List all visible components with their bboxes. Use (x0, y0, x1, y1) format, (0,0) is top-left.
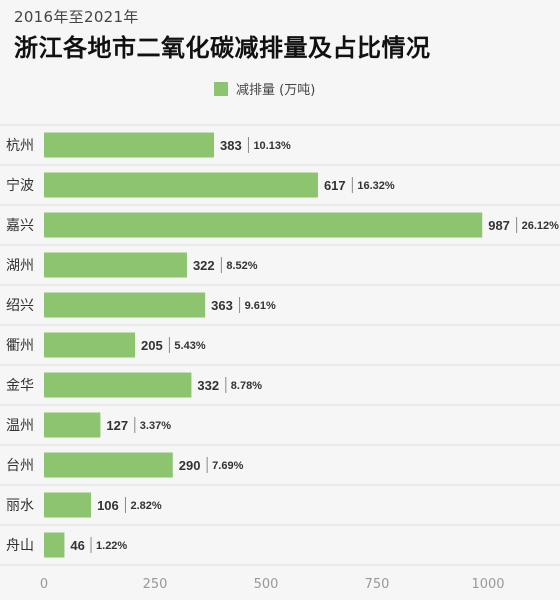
x-tick-label: 500 (254, 577, 279, 592)
share-label: 8.52% (226, 260, 257, 272)
category-label: 舟山 (6, 538, 34, 554)
value-label: 987 (488, 218, 510, 233)
share-label: 26.12% (522, 220, 560, 232)
category-label: 衢州 (6, 337, 34, 354)
legend-label: 减排量 (万吨) (236, 83, 316, 98)
share-label: 2.82% (130, 500, 161, 512)
value-label: 617 (324, 178, 346, 193)
category-label: 温州 (6, 418, 34, 434)
share-label: 1.22% (96, 540, 127, 552)
value-label: 332 (197, 378, 219, 393)
value-label: 205 (141, 338, 163, 353)
value-label: 383 (220, 138, 242, 153)
x-tick-label: 750 (365, 577, 390, 592)
share-label: 3.37% (140, 420, 171, 432)
bar (44, 532, 65, 558)
x-tick-label: 1000 (471, 577, 504, 592)
bar (44, 332, 136, 358)
legend: 减排量 (万吨) (214, 79, 315, 98)
share-label: 5.43% (174, 340, 205, 352)
chart-subtitle: 2016年至2021年 (14, 8, 139, 26)
bar (44, 172, 318, 198)
value-label: 106 (97, 498, 119, 513)
category-label: 绍兴 (6, 298, 34, 314)
x-tick-label: 0 (40, 577, 48, 592)
value-label: 46 (70, 538, 84, 553)
category-label: 金华 (6, 378, 34, 394)
category-label: 嘉兴 (6, 218, 34, 234)
bar (44, 252, 187, 278)
chart-title: 浙江各地市二氧化碳减排量及占比情况 (14, 33, 431, 62)
bar (44, 132, 215, 158)
category-label: 丽水 (6, 498, 34, 514)
bar (44, 292, 206, 318)
x-tick-label: 250 (143, 577, 168, 592)
value-label: 290 (179, 458, 201, 473)
category-label: 杭州 (6, 138, 34, 154)
category-label: 宁波 (6, 177, 34, 194)
share-label: 7.69% (212, 460, 243, 472)
share-label: 8.78% (231, 380, 262, 392)
share-label: 9.61% (245, 300, 276, 312)
category-label: 湖州 (6, 258, 34, 274)
share-label: 10.13% (253, 140, 291, 152)
value-label: 127 (106, 418, 128, 433)
share-label: 16.32% (357, 180, 395, 192)
bar (44, 452, 173, 478)
value-label: 322 (193, 258, 215, 273)
bar (44, 412, 101, 438)
value-label: 363 (211, 298, 233, 313)
category-label: 台州 (6, 458, 34, 474)
bar (44, 372, 192, 398)
legend-swatch (214, 81, 228, 96)
bar (44, 492, 92, 518)
bar (44, 212, 483, 238)
